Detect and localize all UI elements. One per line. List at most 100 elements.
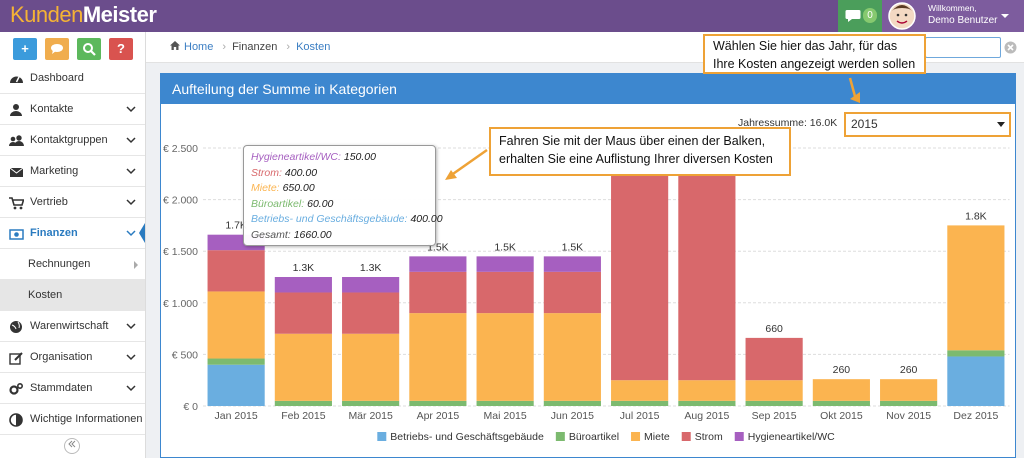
value-label: 1.3K — [293, 262, 315, 274]
bar-segment — [880, 379, 938, 401]
tooltip-value: 150.00 — [343, 151, 376, 163]
year-value: 2015 — [851, 117, 878, 131]
panel-title: Aufteilung der Summe in Kategorien — [161, 74, 1015, 104]
menu-icon — [10, 76, 23, 83]
chevron — [126, 168, 136, 175]
bar-segment — [812, 400, 870, 406]
bar-segment — [207, 358, 265, 365]
bar-segment — [342, 277, 400, 293]
tooltip-name: Gesamt: — [251, 228, 291, 241]
menu-item[interactable]: Dashboard — [0, 63, 145, 94]
value-label: 260 — [833, 364, 851, 376]
top-bar: KundenMeister 0 Willkommen, Demo Benutze… — [0, 0, 1024, 32]
chevron — [126, 385, 136, 392]
caret — [1001, 14, 1009, 18]
crumb[interactable]: Finanzen — [232, 41, 278, 53]
clear-icon[interactable] — [1004, 41, 1017, 54]
bar-segment — [409, 400, 467, 406]
menu-label: Rechnungen — [28, 258, 91, 270]
x-tick-label: Sep 2015 — [752, 410, 797, 422]
y-tick-label: € 2.500 — [163, 143, 198, 155]
chevron — [126, 354, 136, 361]
crumb[interactable]: Home — [184, 41, 214, 53]
menu-icon — [9, 382, 24, 395]
menu-item[interactable]: Stammdaten — [0, 373, 145, 404]
chevron — [126, 199, 136, 206]
chat-button[interactable]: 0 — [838, 0, 882, 32]
menu-label: Vertrieb — [30, 196, 68, 208]
bar-segment — [207, 364, 265, 406]
submenu-arrow — [134, 261, 138, 269]
menu-item[interactable]: Kosten — [0, 280, 145, 311]
year-select[interactable]: 2015 — [844, 112, 1011, 137]
logo[interactable]: KundenMeister — [10, 2, 157, 28]
menu-item[interactable]: Kontaktgruppen — [0, 125, 145, 156]
tooltip-value: 400.00 — [410, 213, 443, 226]
bar-segment — [476, 271, 534, 314]
chevron — [126, 137, 136, 144]
tooltip-name: Hygieneartikel/WC: — [251, 151, 341, 163]
legend-swatch — [681, 432, 691, 441]
bar-segment — [543, 256, 601, 272]
value-label: 1.3K — [360, 262, 382, 274]
bar-segment — [207, 250, 265, 292]
menu-item[interactable]: Wichtige Informationen — [0, 404, 145, 435]
menu-label: Finanzen — [30, 227, 78, 239]
menu-item[interactable]: Marketing — [0, 156, 145, 187]
bar-segment — [409, 271, 467, 314]
menu-label: Dashboard — [30, 72, 84, 84]
collapse-button[interactable] — [64, 438, 80, 454]
bar-segment — [274, 400, 332, 406]
search-button[interactable] — [77, 38, 101, 60]
bar-segment — [611, 380, 669, 401]
menu-item[interactable]: Rechnungen — [0, 249, 145, 280]
user-name: Demo Benutzer — [928, 15, 998, 26]
menu-item[interactable]: Warenwirtschaft — [0, 311, 145, 342]
menu-icon — [9, 167, 24, 177]
user-menu[interactable]: Willkommen, Demo Benutzer — [882, 0, 1024, 32]
chevron — [126, 106, 136, 113]
menu-label: Stammdaten — [30, 382, 93, 394]
x-tick-label: Aug 2015 — [684, 410, 729, 422]
tooltip-row: Gesamt: 1660.00 — [251, 228, 428, 244]
menu-icon — [9, 229, 24, 240]
crumb[interactable]: Kosten — [296, 41, 331, 53]
x-tick-label: Nov 2015 — [886, 410, 931, 422]
x-tick-label: Jan 2015 — [215, 410, 258, 422]
y-tick-label: € 1.000 — [163, 298, 198, 310]
legend-label: Hygieneartikel/WC — [748, 431, 835, 443]
help-button[interactable]: ? — [109, 38, 133, 60]
tooltip-value: 60.00 — [307, 197, 334, 210]
menu-icon — [9, 413, 23, 427]
callout: Fahren Sie mit der Maus über einen der B… — [489, 127, 791, 176]
chat-button[interactable] — [45, 38, 69, 60]
add-button[interactable]: + — [13, 38, 37, 60]
separator: › — [286, 41, 291, 53]
menu-item[interactable]: Organisation — [0, 342, 145, 373]
menu-icon — [10, 104, 22, 116]
separator: › — [222, 41, 227, 53]
menu-label: Kontakte — [30, 103, 74, 115]
tooltip-name: Strom: — [251, 166, 282, 179]
menu-item[interactable]: Finanzen — [0, 218, 145, 249]
legend-swatch — [555, 432, 565, 441]
legend-label: Büroartikel — [569, 431, 619, 443]
y-tick-label: € 0 — [183, 401, 198, 413]
bar-segment — [678, 380, 736, 401]
bar-segment — [745, 337, 803, 381]
sidebar: + ? Dashboard Kontakte Kontaktgruppen Marke… — [0, 32, 146, 458]
icon — [51, 44, 63, 54]
menu-label: Organisation — [30, 351, 93, 363]
tooltip-row: Büroartikel: 60.00 — [251, 197, 428, 213]
bar-segment — [476, 400, 534, 406]
bar-segment — [342, 400, 400, 406]
menu-item[interactable]: Vertrieb — [0, 187, 145, 218]
value-label: 260 — [900, 364, 918, 376]
value-label: 1.7K — [225, 220, 247, 232]
menu-label: Wichtige Informationen — [30, 413, 143, 425]
y-tick-label: € 2.000 — [163, 195, 198, 207]
menu-item[interactable]: Kontakte — [0, 94, 145, 125]
home-icon — [170, 41, 180, 50]
